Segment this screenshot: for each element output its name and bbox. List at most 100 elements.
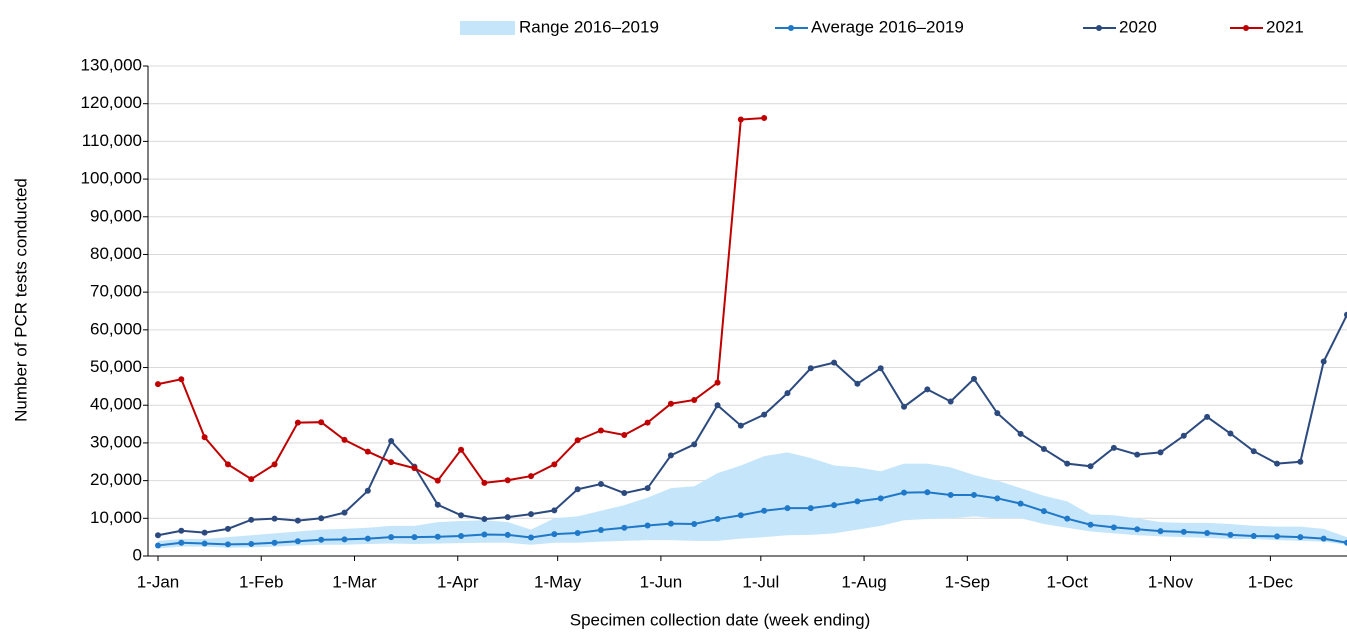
point	[714, 379, 721, 386]
point	[551, 531, 558, 538]
point	[994, 410, 1001, 417]
x-tick-label: 1-Feb	[239, 572, 283, 591]
y-tick-label: 60,000	[90, 319, 142, 338]
point	[947, 491, 954, 498]
point	[154, 542, 161, 549]
point	[644, 485, 651, 492]
point	[178, 539, 185, 546]
point	[1064, 460, 1071, 467]
x-tick-label: 1-Oct	[1046, 572, 1088, 591]
series-line	[157, 117, 765, 484]
point	[341, 536, 348, 543]
point	[1320, 535, 1327, 542]
legend-label: 2020	[1119, 17, 1157, 36]
point	[458, 533, 465, 540]
x-tick-label: 1-Jan	[137, 572, 180, 591]
point	[597, 481, 604, 488]
point	[1344, 539, 1347, 546]
point	[411, 465, 418, 472]
y-tick-label: 80,000	[90, 244, 142, 263]
point	[1274, 460, 1281, 467]
point	[271, 515, 278, 522]
point	[924, 489, 931, 496]
point	[1180, 528, 1187, 535]
point	[271, 539, 278, 546]
point	[1297, 458, 1304, 465]
point	[761, 507, 768, 514]
point	[318, 536, 325, 543]
point	[528, 534, 535, 541]
point	[1134, 526, 1141, 533]
series-line	[157, 314, 1347, 537]
point	[877, 365, 884, 372]
x-tick-label: 1-Apr	[437, 572, 479, 591]
point	[1250, 448, 1257, 455]
point	[691, 441, 698, 448]
point	[761, 115, 768, 122]
point	[294, 419, 301, 426]
x-axis-title: Specimen collection date (week ending)	[570, 610, 871, 629]
point	[481, 531, 488, 538]
point	[1344, 311, 1347, 318]
point	[434, 477, 441, 484]
point	[737, 116, 744, 123]
point	[388, 534, 395, 541]
point	[1110, 444, 1117, 451]
point	[667, 400, 674, 407]
point	[1157, 528, 1164, 535]
point	[458, 512, 465, 519]
point	[621, 432, 628, 439]
point	[1204, 413, 1211, 420]
point	[1250, 533, 1257, 540]
point	[901, 489, 908, 496]
point	[691, 396, 698, 403]
x-tick-label: 1-Nov	[1148, 572, 1194, 591]
point	[644, 419, 651, 426]
point	[154, 532, 161, 539]
point	[1274, 533, 1281, 540]
point	[1180, 432, 1187, 439]
point	[667, 452, 674, 459]
x-tick-label: 1-Sep	[945, 572, 990, 591]
point	[644, 522, 651, 529]
point	[1320, 358, 1327, 365]
point	[364, 448, 371, 455]
y-tick-label: 90,000	[90, 206, 142, 225]
point	[667, 520, 674, 527]
y-tick-label: 50,000	[90, 357, 142, 376]
legend-label: Range 2016–2019	[519, 17, 659, 36]
point	[1017, 500, 1024, 507]
point	[364, 535, 371, 542]
point	[574, 486, 581, 493]
point	[318, 515, 325, 522]
point	[574, 437, 581, 444]
point	[248, 516, 255, 523]
point	[807, 365, 814, 372]
point	[994, 495, 1001, 502]
point	[1297, 534, 1304, 541]
point	[318, 419, 325, 426]
point	[1204, 530, 1211, 537]
point	[434, 533, 441, 540]
point	[597, 526, 604, 533]
point	[294, 538, 301, 545]
point	[178, 376, 185, 383]
point	[714, 402, 721, 409]
point	[877, 495, 884, 502]
point	[970, 375, 977, 382]
legend-swatch	[460, 21, 515, 35]
point	[224, 541, 231, 548]
y-tick-label: 20,000	[90, 470, 142, 489]
y-tick-label: 30,000	[90, 432, 142, 451]
legend-label: Average 2016–2019	[811, 17, 964, 36]
point	[271, 461, 278, 468]
x-tick-label: 1-May	[534, 572, 582, 591]
point	[481, 479, 488, 486]
legend-marker	[1096, 25, 1102, 31]
point	[737, 422, 744, 429]
y-tick-label: 0	[133, 545, 142, 564]
point	[1087, 463, 1094, 470]
point	[831, 502, 838, 509]
point	[947, 398, 954, 405]
